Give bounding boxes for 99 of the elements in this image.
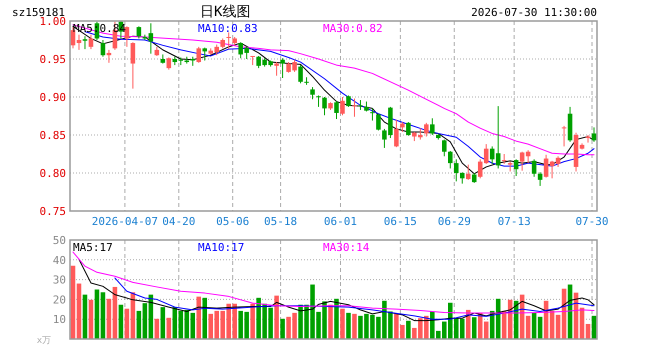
bar	[340, 308, 345, 339]
y-tick-label: 0.90	[40, 91, 66, 104]
text: MA30:14	[323, 241, 370, 254]
bar	[406, 320, 411, 339]
chart-subtitle: 2026-07-30 11:30:00	[471, 6, 597, 19]
candlestick	[352, 98, 357, 118]
candlestick	[502, 154, 506, 164]
bar	[166, 318, 172, 339]
candlestick	[346, 94, 351, 108]
candlestick	[130, 42, 136, 90]
candlestick	[424, 122, 429, 138]
candlestick	[448, 150, 453, 169]
y-tick-label: 0.80	[40, 167, 66, 180]
candlestick	[400, 122, 405, 132]
candlestick	[88, 34, 94, 50]
candlestick	[472, 172, 477, 184]
line-series	[72, 252, 595, 314]
x-tick-label: 05-18	[264, 215, 298, 228]
candlestick	[82, 36, 88, 50]
bar	[202, 298, 208, 339]
candlestick	[454, 158, 459, 182]
candlestick	[370, 108, 375, 122]
candlestick	[166, 56, 172, 70]
x-tick-label: 06-01	[324, 215, 358, 228]
series-label: MA10:0.83	[198, 22, 258, 35]
bar	[82, 294, 88, 339]
candlestick	[160, 54, 166, 64]
x-tick-label: 2026-04-07	[92, 215, 158, 228]
chart-title: 日K线图	[200, 4, 250, 20]
candlestick	[508, 161, 512, 172]
candlestick	[340, 96, 345, 116]
y-tick-label: 30	[52, 274, 66, 287]
bar	[154, 318, 160, 339]
candlestick	[466, 164, 471, 180]
text: MA30:0.82	[323, 22, 383, 35]
bar	[274, 296, 279, 339]
series-label: MA5:17	[73, 241, 113, 254]
candlestick	[154, 46, 160, 56]
candlestick	[538, 172, 542, 186]
bar	[196, 296, 202, 339]
candlestick	[460, 172, 465, 184]
x-tick-label: 07-13	[498, 215, 531, 228]
y-tick-label: 50	[52, 234, 66, 247]
candlestick	[100, 40, 106, 58]
bar	[250, 304, 255, 339]
candlestick	[274, 62, 279, 76]
candlestick	[376, 113, 381, 131]
candlestick	[250, 55, 255, 66]
y-tick-label: 0.95	[40, 53, 66, 66]
candlestick	[430, 118, 435, 136]
x-tick-label: 05-06	[216, 215, 250, 228]
x-tick-label: 04-20	[162, 215, 196, 228]
bar	[160, 307, 166, 339]
bar	[346, 312, 351, 339]
candlestick	[322, 96, 327, 116]
candlestick	[442, 139, 447, 157]
x-tick-label: 06-29	[438, 215, 471, 228]
y-tick-label: 0.85	[40, 129, 66, 142]
candlestick	[562, 125, 566, 147]
bar	[334, 298, 339, 339]
bar	[352, 314, 357, 339]
candlestick	[196, 46, 202, 64]
y-tick-label: 10	[52, 313, 66, 326]
text: MA10:17	[198, 241, 244, 254]
bar	[280, 318, 285, 339]
candlestick	[190, 56, 196, 66]
candlestick	[406, 122, 411, 136]
line-series	[114, 278, 595, 320]
x-tick-label: 07-30	[575, 215, 609, 228]
line-series	[78, 258, 595, 322]
y-axis-title: x万	[36, 336, 52, 346]
candlestick	[334, 100, 339, 120]
bar	[118, 304, 124, 339]
bar	[328, 304, 333, 339]
candlestick	[316, 94, 321, 108]
candlestick	[226, 32, 231, 50]
bar	[592, 316, 596, 339]
candlestick	[136, 26, 142, 39]
candlestick	[364, 101, 369, 112]
candlestick	[394, 119, 399, 148]
bar	[472, 317, 477, 339]
y-tick-label: 40	[52, 254, 66, 267]
candlestick	[532, 158, 536, 178]
candlestick	[514, 158, 518, 177]
candlestick	[592, 126, 596, 142]
candlestick	[202, 47, 208, 62]
y-tick-label: 0.75	[40, 205, 66, 218]
candlestick	[220, 38, 225, 49]
bar	[568, 284, 572, 339]
y-tick-label: 20	[52, 293, 66, 306]
candlestick	[124, 26, 130, 48]
candlestick	[280, 58, 285, 78]
y-tick-label: 1.00	[40, 15, 66, 28]
bar	[88, 300, 94, 339]
candlestick	[298, 64, 303, 84]
x-tick-label: 06-15	[384, 215, 417, 228]
candlestick	[310, 86, 315, 100]
candlestick	[304, 76, 309, 86]
candlestick	[358, 100, 363, 110]
